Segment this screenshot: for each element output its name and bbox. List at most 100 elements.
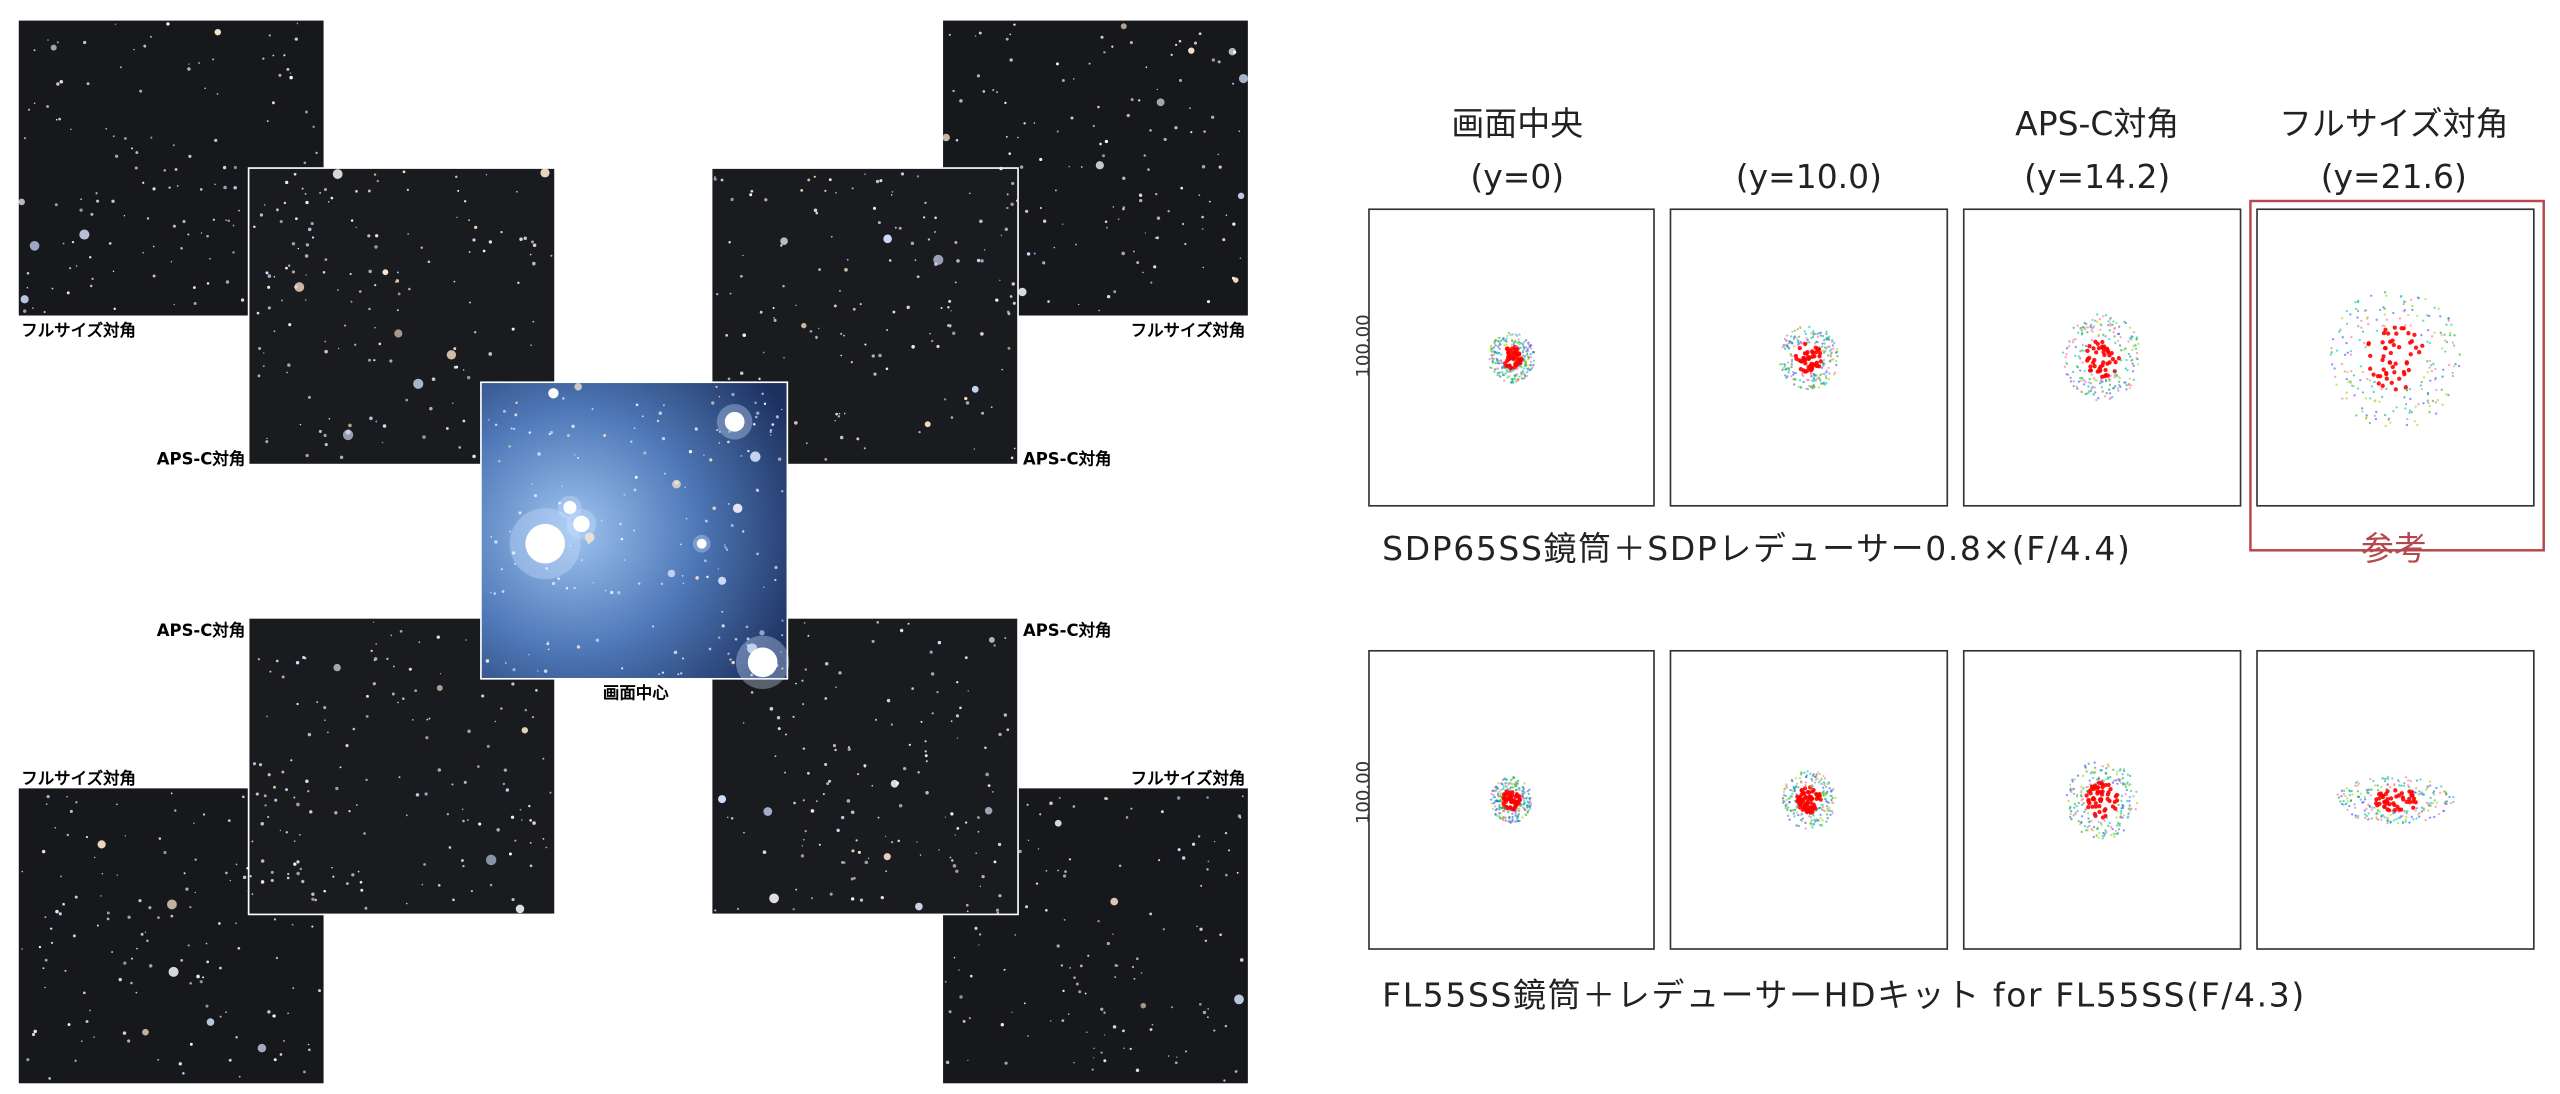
spot [2430, 364, 2433, 367]
spot [2368, 805, 2372, 809]
star [682, 582, 685, 585]
star [987, 784, 991, 788]
tile-label: フルサイズ対角 [1131, 321, 1246, 340]
star [296, 871, 300, 876]
star [1100, 1007, 1104, 1011]
spot [2111, 781, 2115, 784]
spot [1511, 378, 1514, 381]
star [1130, 98, 1134, 102]
star [982, 90, 986, 93]
star [425, 736, 429, 740]
spot [1498, 812, 1501, 815]
spot [1825, 381, 1828, 385]
spot [2387, 817, 2390, 821]
spot [2433, 306, 2436, 309]
spot [2077, 801, 2080, 805]
star [1087, 954, 1090, 957]
star [890, 723, 894, 726]
spot [2399, 791, 2404, 796]
spot [1824, 383, 1827, 386]
spot [2392, 819, 2396, 822]
star [916, 841, 918, 843]
star [305, 779, 309, 784]
star [964, 396, 968, 401]
star [266, 715, 268, 718]
spot [2131, 348, 2134, 351]
spot [1498, 815, 1501, 818]
spot [1806, 790, 1812, 795]
spot [2108, 379, 2111, 382]
star [662, 404, 665, 407]
star [455, 175, 458, 179]
star [803, 839, 805, 841]
star [1103, 51, 1106, 54]
spot [1796, 328, 1800, 331]
spot [2424, 819, 2427, 822]
spot [1522, 346, 1525, 349]
spot [2409, 339, 2415, 344]
star [44, 986, 46, 989]
star [1104, 139, 1109, 144]
star [247, 890, 249, 892]
spot [1826, 782, 1829, 786]
spot [2452, 796, 2455, 799]
star [673, 650, 678, 655]
spot [1529, 368, 1532, 371]
star [528, 431, 532, 434]
star [681, 574, 684, 577]
spot [2129, 807, 2133, 810]
spot [1513, 377, 1517, 381]
star [258, 347, 262, 351]
spot [2445, 340, 2449, 344]
star [1061, 1019, 1065, 1023]
star [367, 234, 371, 238]
spot [2370, 817, 2374, 820]
star [283, 201, 287, 205]
spot [2363, 798, 2367, 801]
star [66, 833, 70, 837]
spot [1832, 347, 1835, 350]
star [1070, 116, 1074, 120]
star [192, 286, 196, 289]
star [500, 568, 503, 571]
spot [2392, 370, 2397, 375]
spot [1531, 366, 1534, 369]
star [314, 898, 318, 902]
star [382, 424, 387, 428]
spot [2119, 385, 2122, 388]
star [999, 166, 1003, 171]
star [835, 412, 839, 416]
star [54, 827, 57, 829]
spot [1802, 374, 1805, 378]
spot [1809, 361, 1814, 367]
star [373, 657, 378, 661]
star [1042, 261, 1046, 265]
spot [1810, 777, 1813, 781]
spot [2452, 800, 2455, 804]
spot [1532, 363, 1535, 367]
spot [2074, 811, 2077, 814]
star [1160, 810, 1164, 814]
spot [1497, 345, 1500, 348]
star [212, 58, 215, 61]
spot [2108, 392, 2112, 395]
star [1073, 976, 1076, 979]
spot [2411, 308, 2414, 312]
spot [1497, 352, 1500, 355]
star [368, 358, 371, 362]
star [134, 166, 138, 170]
spot [2119, 814, 2122, 817]
spot [2384, 413, 2387, 417]
star [1054, 819, 1062, 827]
star [877, 221, 881, 225]
star [716, 292, 719, 296]
spot [2372, 390, 2375, 394]
spot [2366, 341, 2371, 347]
star [1006, 206, 1009, 210]
spot [2095, 320, 2099, 323]
star [1224, 1024, 1228, 1028]
star [743, 831, 745, 834]
star [1011, 181, 1015, 185]
spot [2071, 780, 2074, 783]
star [984, 746, 987, 750]
